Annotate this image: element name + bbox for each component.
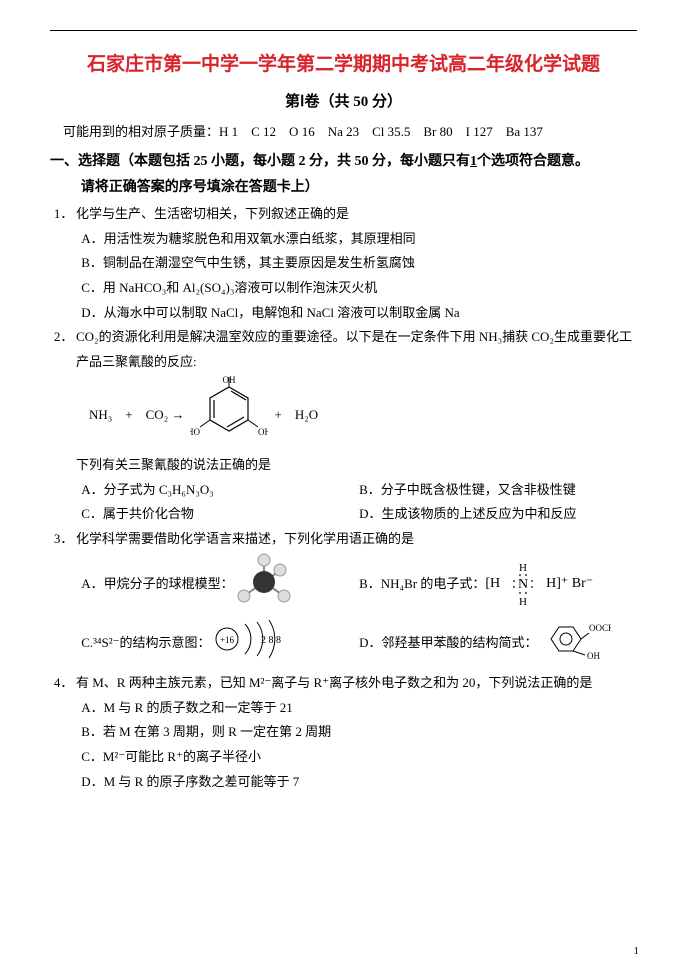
h-bottom: H [519,596,527,607]
exam-title: 石家庄市第一中学一学年第二学期期中考试高二年级化学试题 [50,49,637,76]
q2-option-a: A．分子式为 C₃H₆N₃O₃ [81,478,359,503]
section-underline-1: 1 [470,154,477,169]
q1-stem: 化学与生产、生活密切相关，下列叙述正确的是 [76,202,637,227]
h-top: H [519,562,527,574]
nh4br-bracket-right: H]⁺ Br⁻ [546,576,593,591]
atomic-masses: 可能用到的相对原子质量：H 1 C 12 O 16 Na 23 Cl 35.5 … [50,121,637,140]
nucleus-charge: +16 [219,635,234,645]
q3-option-a: A．甲烷分子的球棍模型： [81,572,233,597]
q4-option-c: C．M²⁻可能比 R⁺的离子半径小 [50,745,637,770]
q3-option-d: D．邻羟基甲苯酸的结构简式： [359,631,537,656]
q3-stem: 化学科学需要借助化学语言来描述，下列化学用语正确的是 [76,527,637,552]
q1-option-a: A．用活性炭为糖浆脱色和用双氧水漂白纸浆，其原理相同 [50,227,637,252]
top-rule [50,30,637,31]
q2-stem: CO₂的资源化利用是解决温室效应的重要途径。以下是在一定条件下用 NH₃捕获 C… [76,325,637,374]
q3-option-c-pre: C. [81,631,93,656]
benzene-structure-icon: OOCH OH [537,617,611,670]
q3-number: 3． [50,527,76,552]
page-number: 1 [634,945,640,957]
oh-label: OH [587,651,600,661]
section-heading-line1: 一、选择题（本题包括 25 小题，每小题 2 分，共 50 分，每小题只有1个选… [50,148,637,176]
q4-option-d: D．M 与 R 的原子序数之差可能等于 7 [50,770,637,795]
q1-option-c: C．用 NaHCO₃和 Al₂(SO₄)₃溶液可以制作泡沫灭火机 [50,276,637,301]
nh4br-bracket-left: [H [485,576,500,591]
q2-number: 2． [50,325,76,374]
sulfur-structure-icon: +16 2 8 8 [211,616,295,671]
q2-eq-left: NH₃ + CO₂ → [89,404,184,423]
triazine-structure-icon: OH OH HO [190,375,268,453]
q3-option-b: B．NH₄Br 的电子式： [359,572,485,597]
q2-option-b: B．分子中既含极性键，又含非极性键 [359,478,637,503]
q3-option-c-mid: ³⁴S²⁻的结构示意图： [93,631,210,656]
q2-option-d: D．生成该物质的上述反应为中和反应 [359,502,637,527]
q1-option-b: B．铜制品在潮湿空气中生锈，其主要原因是发生析氢腐蚀 [50,251,637,276]
ho-label-left: HO [190,427,200,437]
oh-label-right: OH [258,427,268,437]
q2-eq-right: + H₂O [274,404,318,423]
section-text-b: 个选项符合题意。 [477,154,589,169]
q4-stem: 有 M、R 两种主族元素，已知 M²⁻离子与 R⁺离子核外电子数之和为 20，下… [76,671,637,696]
q2-option-c: C．属于共价化合物 [81,502,359,527]
q2-equation: NH₃ + CO₂ → OH OH HO + H₂O [50,375,637,453]
oh-label-top: OH [223,375,236,385]
q4-number: 4． [50,671,76,696]
methane-model-icon [234,552,294,617]
q1-number: 1． [50,202,76,227]
shell-counts: 2 8 8 [261,635,281,646]
ooch-label: OOCH [589,623,611,633]
q4-option-b: B．若 M 在第 3 周期，则 R 一定在第 2 周期 [50,720,637,745]
section-text-a: 一、选择题（本题包括 25 小题，每小题 2 分，共 50 分，每小题只有 [50,154,470,169]
q4-option-a: A．M 与 R 的质子数之和一定等于 21 [50,696,637,721]
part-subtitle: 第Ⅰ卷（共 50 分） [50,90,637,111]
q2-substem: 下列有关三聚氰酸的说法正确的是 [50,453,637,478]
nh4br-lewis-icon: [H N H H H]⁺ Br⁻ [485,561,593,607]
section-heading-line2: 请将正确答案的序号填涂在答题卡上） [50,176,637,196]
q1-option-d: D．从海水中可以制取 NaCl，电解饱和 NaCl 溶液可以制取金属 Na [50,301,637,326]
n-atom: N [518,577,528,592]
